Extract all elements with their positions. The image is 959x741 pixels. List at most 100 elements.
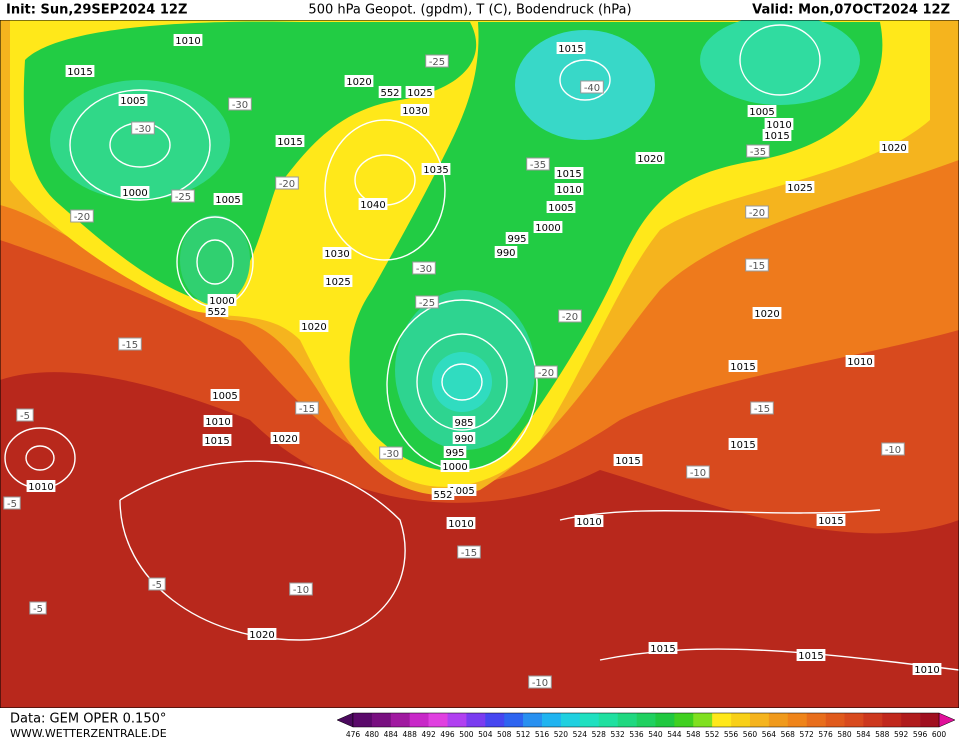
data-source: Data: GEM OPER 0.150° — [10, 712, 166, 727]
isobar-label-box — [173, 34, 203, 46]
temperature-label-box — [275, 176, 299, 190]
temperature-label: -25 — [419, 298, 435, 309]
isobar-label-box — [213, 193, 243, 205]
temperature-label-box — [228, 97, 252, 111]
temperature-label-box — [457, 545, 481, 559]
colorbar-tick-label: 584 — [856, 730, 871, 739]
colorbar-tick-label: 492 — [421, 730, 436, 739]
isobar-label-box — [270, 432, 300, 444]
isobar-label-box — [443, 446, 467, 458]
isobar-label-box — [447, 484, 477, 496]
isobar-label: 1010 — [556, 185, 581, 196]
isobar-label: 1010 — [448, 519, 473, 530]
colorbar-tick-label: 504 — [478, 730, 493, 739]
isobar — [416, 333, 508, 431]
colorbar-tick-label: 544 — [667, 730, 682, 739]
colorbar-tick-label: 572 — [800, 730, 815, 739]
shade-low-2 — [180, 215, 250, 305]
isobar-label: 1010 — [28, 482, 53, 493]
colorbar-swatch — [353, 713, 373, 727]
temperature-label-box — [534, 365, 558, 379]
isobar-label: 1015 — [730, 440, 755, 451]
colorbar-swatch — [409, 713, 429, 727]
colorbar-swatch — [504, 713, 524, 727]
isobar-label-box — [207, 294, 237, 306]
temperature-label: -20 — [279, 179, 295, 190]
isobar-label-box — [574, 515, 604, 527]
temperature-label-box — [750, 401, 774, 415]
isobar-label-box — [505, 232, 529, 244]
isobar-label: 1000 — [209, 296, 234, 307]
temperature-label-box — [3, 496, 21, 510]
temperature-label: -5 — [20, 411, 30, 422]
temperature-label-box — [745, 258, 769, 272]
temperature-label-box — [148, 577, 166, 591]
colorbar-swatch — [882, 713, 902, 727]
isobar-label: 1005 — [449, 486, 474, 497]
colorbar-tick-label: 556 — [724, 730, 739, 739]
isobar-label: 985 — [454, 418, 473, 429]
colorbar-swatch — [428, 713, 448, 727]
colorbar-tick-label: 536 — [629, 730, 644, 739]
colorbar-swatch — [655, 713, 675, 727]
temperature-label-box — [118, 337, 142, 351]
isobar-label: 1025 — [407, 88, 432, 99]
isobar-label: 1000 — [122, 188, 147, 199]
isobar-label-box — [120, 186, 150, 198]
isobar-label: 1040 — [360, 200, 385, 211]
isobar-label: 1015 — [277, 137, 302, 148]
temperature-label: -10 — [690, 468, 706, 479]
isobar-label-box — [203, 415, 233, 427]
colorbar-tick-label: 552 — [705, 730, 720, 739]
temperature-label: -10 — [885, 445, 901, 456]
isobar-label-box — [747, 105, 777, 117]
isobar — [25, 445, 55, 471]
colorbar-tick-label: 548 — [686, 730, 701, 739]
isobar — [559, 59, 611, 101]
temperature-label: -35 — [530, 160, 546, 171]
colorbar-swatch — [768, 713, 789, 727]
temperature-label: -25 — [429, 57, 445, 68]
colorbar-swatch — [749, 713, 770, 727]
colorbar-tick-label: 564 — [762, 730, 777, 739]
isobar-label-box — [299, 320, 329, 332]
website: WWW.WETTERZENTRALE.DE — [10, 727, 167, 740]
isobar — [739, 24, 821, 96]
header-bar — [0, 0, 959, 20]
isobar-label-box — [752, 307, 782, 319]
colorbar-tick-label: 524 — [573, 730, 588, 739]
isobar-label: 1015 — [798, 651, 823, 662]
colorbar-tick-label: 540 — [648, 730, 663, 739]
colorbar-swatch — [371, 713, 392, 727]
temperature-label: -30 — [383, 449, 399, 460]
temperature-label-box — [29, 601, 47, 615]
isobar-label-box — [440, 460, 470, 472]
colorbar-tick-label: 528 — [592, 730, 607, 739]
temperature-label-box — [746, 144, 770, 158]
temperature-label-box — [558, 309, 582, 323]
isobar-label: 1000 — [535, 223, 560, 234]
isobar-label-box — [764, 118, 794, 130]
isobar-label-box — [556, 42, 586, 54]
temperature-label: -15 — [122, 340, 138, 351]
temperature-label-box — [686, 465, 710, 479]
isobar-label-box — [322, 247, 352, 259]
isobar-label-box — [405, 86, 435, 98]
isobar-label: 552 — [380, 88, 399, 99]
isobar-label-box — [912, 663, 942, 675]
colorbar-tick-label: 576 — [818, 730, 833, 739]
temperature-label-box — [16, 408, 34, 422]
temperature-label: -5 — [152, 580, 162, 591]
colorbar-swatch — [674, 713, 694, 727]
isobar-label: 1035 — [423, 165, 448, 176]
isobar — [441, 363, 483, 401]
isobar-label-box — [613, 454, 643, 466]
isobar-label-box — [635, 152, 665, 164]
colorbar-swatch — [598, 713, 618, 727]
isobar-label-box — [546, 201, 576, 213]
isobar-label: 995 — [445, 448, 464, 459]
colorbar-tick-label: 600 — [932, 730, 947, 739]
isobar-label-box — [210, 389, 240, 401]
isobar-label: 1010 — [576, 517, 601, 528]
isobar-label: 1010 — [205, 417, 230, 428]
